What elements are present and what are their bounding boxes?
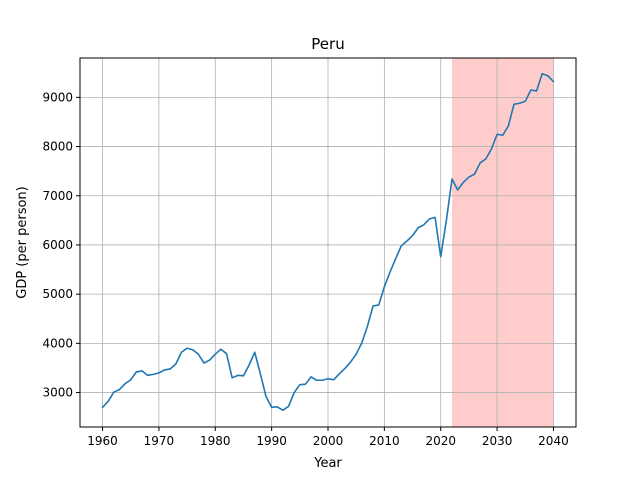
y-axis-label: GDP (per person)	[15, 186, 30, 299]
y-tick-label-8000: 8000	[42, 140, 73, 154]
x-tick-label-2030: 2030	[482, 434, 513, 448]
x-tick-label-1970: 1970	[144, 434, 175, 448]
y-tick-label-6000: 6000	[42, 238, 73, 252]
y-tick-label-4000: 4000	[42, 336, 73, 350]
y-tick-label-9000: 9000	[42, 90, 73, 104]
y-tick-label-3000: 3000	[42, 386, 73, 400]
x-tick-label-2040: 2040	[538, 434, 569, 448]
x-tick-label-1990: 1990	[256, 434, 287, 448]
series-line-0	[101, 72, 555, 412]
y-tick-label-7000: 7000	[42, 189, 73, 203]
x-tick-label-1960: 1960	[87, 434, 118, 448]
shaded-region	[452, 58, 554, 427]
x-tick-label-2020: 2020	[425, 434, 456, 448]
x-axis-label: Year	[313, 456, 342, 471]
x-tick-label-2000: 2000	[313, 434, 344, 448]
y-tick-label-5000: 5000	[42, 287, 73, 301]
x-tick-label-2010: 2010	[369, 434, 400, 448]
chart-title: Peru	[311, 35, 344, 53]
x-tick-label-1980: 1980	[200, 434, 231, 448]
